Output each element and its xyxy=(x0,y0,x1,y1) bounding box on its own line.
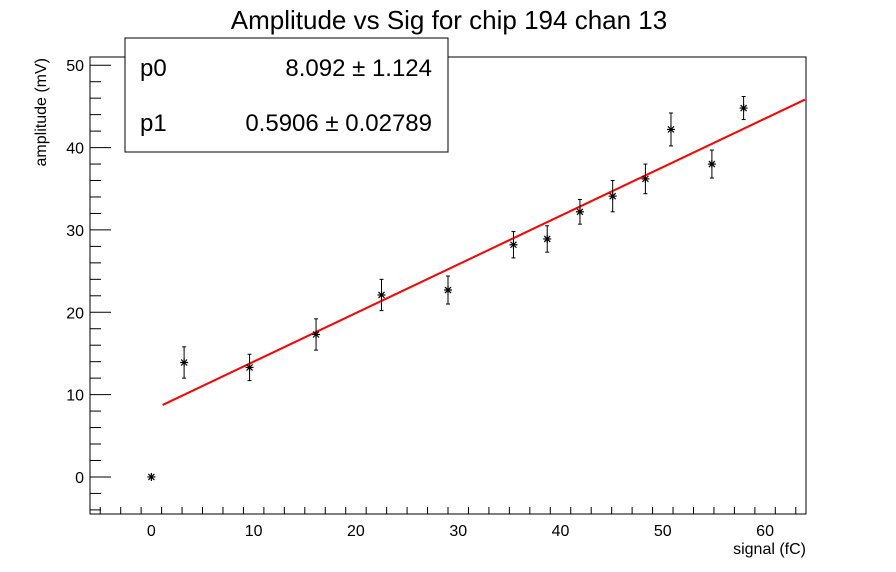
y-tick-label: 10 xyxy=(66,388,84,405)
data-point xyxy=(180,346,189,379)
x-tick-label: 10 xyxy=(245,523,263,540)
data-point xyxy=(739,96,748,121)
marker-d2 xyxy=(576,208,584,216)
fit-param-p0-name: p0 xyxy=(140,55,167,82)
data-point xyxy=(543,225,552,253)
x-tick-label: 20 xyxy=(347,523,365,540)
fit-stats-frame xyxy=(124,37,449,153)
data-point xyxy=(641,163,650,195)
x-tick-label: 30 xyxy=(449,523,467,540)
data-point xyxy=(707,149,716,179)
y-axis-label: amplitude (mV) xyxy=(33,58,50,166)
fit-stats-box: p0 8.092 ± 1.124 p1 0.5906 ± 0.02789 xyxy=(124,37,449,153)
data-point xyxy=(312,318,321,351)
x-tick-label: 40 xyxy=(552,523,570,540)
marker-d2 xyxy=(444,286,452,294)
x-tick-label: 50 xyxy=(654,523,672,540)
y-tick-label: 30 xyxy=(66,223,84,240)
x-tick-label: 60 xyxy=(756,523,774,540)
marker-d2 xyxy=(312,331,320,338)
marker-d2 xyxy=(180,359,188,366)
marker-d2 xyxy=(147,473,155,481)
marker-d2 xyxy=(378,291,385,299)
marker-d2 xyxy=(543,235,551,243)
data-point xyxy=(377,278,386,312)
data-point xyxy=(444,275,452,305)
x-axis-ticks: 0 10 20 30 40 50 60 xyxy=(99,507,797,540)
fit-param-p1-name: p1 xyxy=(140,110,167,137)
marker-d2 xyxy=(667,126,675,133)
data-point xyxy=(666,112,675,147)
marker-d2 xyxy=(740,104,748,112)
fit-param-p0-value: 8.092 ± 1.124 xyxy=(285,55,432,82)
data-points-layer xyxy=(147,96,748,481)
y-tick-label: 0 xyxy=(75,470,84,487)
data-point xyxy=(608,180,617,213)
x-tick-label: 0 xyxy=(147,523,156,540)
fit-line-layer xyxy=(162,98,806,406)
y-tick-label: 50 xyxy=(66,58,84,75)
data-point xyxy=(245,353,254,382)
y-tick-label: 20 xyxy=(66,305,84,322)
marker-d2 xyxy=(641,175,649,183)
fit-line xyxy=(162,98,806,406)
data-point xyxy=(575,198,584,225)
y-tick-label: 40 xyxy=(66,141,84,158)
marker-d2 xyxy=(510,241,517,249)
data-point xyxy=(147,472,156,481)
chart-title: Amplitude vs Sig for chip 194 chan 13 xyxy=(231,5,667,35)
data-point xyxy=(509,231,518,259)
marker-d2 xyxy=(246,364,253,371)
fit-param-p1-value: 0.5906 ± 0.02789 xyxy=(245,110,432,137)
y-axis-ticks: 0 10 20 30 40 50 xyxy=(66,58,111,511)
marker-d2 xyxy=(708,160,716,168)
x-axis-label: signal (fC) xyxy=(733,541,806,558)
marker-d2 xyxy=(609,192,617,200)
